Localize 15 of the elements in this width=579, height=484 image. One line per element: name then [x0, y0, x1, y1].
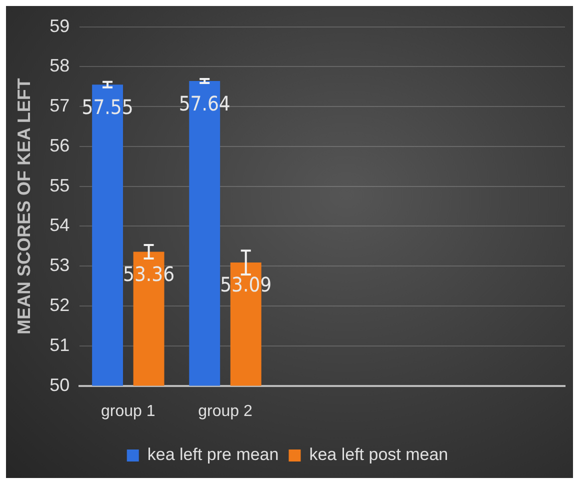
legend-label: kea left pre mean [147, 445, 279, 464]
y-tick-label: 59 [50, 16, 70, 36]
y-tick-label: 52 [50, 294, 70, 315]
y-tick-label: 50 [50, 374, 70, 395]
y-tick-label: 58 [50, 56, 70, 76]
y-tick-label: 56 [50, 135, 70, 156]
y-tick-label: 54 [50, 215, 70, 236]
x-tick-label: group 2 [198, 402, 252, 420]
y-tick-label: 57 [50, 96, 70, 116]
legend-label: kea left post mean [309, 445, 448, 464]
x-tick-label: group 1 [101, 402, 156, 420]
y-tick-label: 55 [50, 175, 70, 196]
y-tick-label: 53 [50, 255, 70, 276]
y-axis-title: MEAN SCORES OF KEA LEFT [14, 78, 34, 334]
y-tick-label: 51 [50, 334, 70, 355]
